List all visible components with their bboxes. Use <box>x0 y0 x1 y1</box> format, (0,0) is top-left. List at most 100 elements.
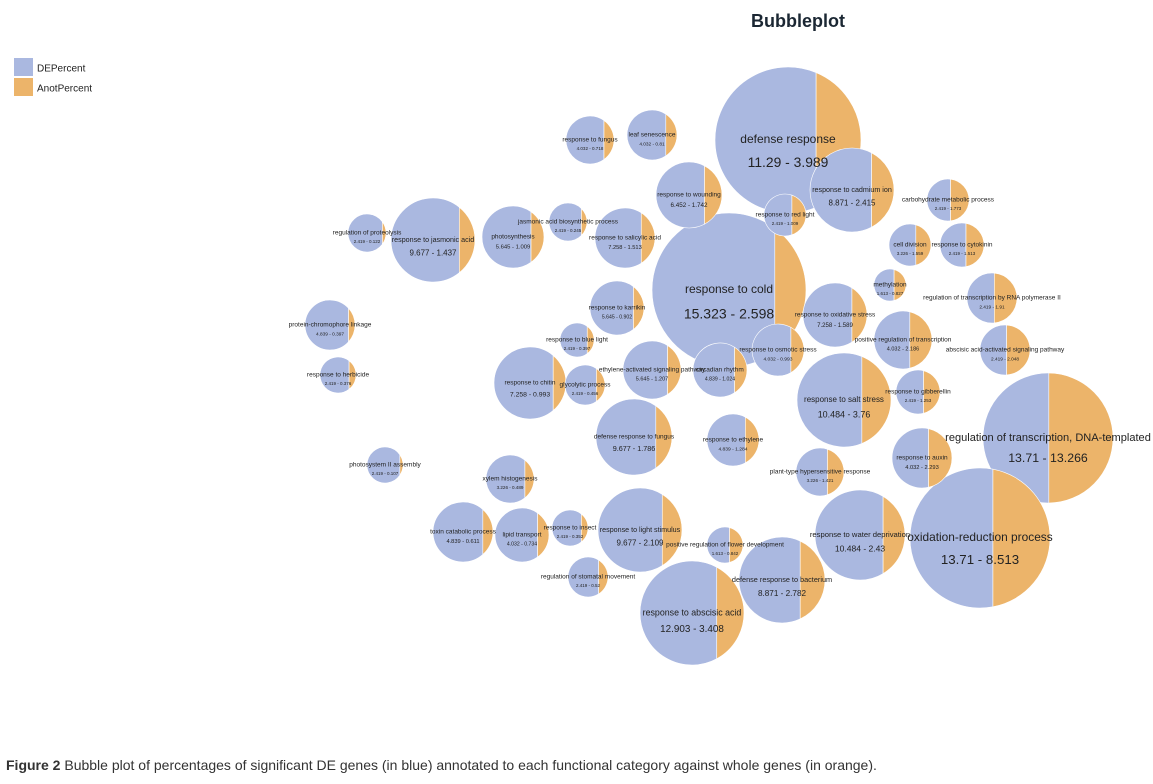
bubble-label: response to fungus <box>562 137 618 144</box>
de-segment <box>567 556 599 598</box>
bubble-label: response to light stimulus <box>600 526 681 534</box>
anot-segment <box>524 459 535 499</box>
bubble-label: response to salt stress <box>804 395 884 404</box>
de-segment <box>390 197 460 283</box>
de-segment <box>366 446 401 484</box>
de-segment <box>622 340 668 400</box>
bubble-label: regulation of transcription, DNA-templat… <box>945 432 1151 444</box>
de-segment <box>559 322 588 358</box>
anot-segment <box>790 326 805 374</box>
de-segment <box>319 356 350 394</box>
de-segment <box>565 115 605 165</box>
anot-segment <box>598 559 609 595</box>
anot-segment <box>581 207 588 237</box>
value-label: 4.032 - 0.993 <box>763 356 792 362</box>
bubble-label: toxin catabolic process <box>430 529 497 536</box>
value-label: 2.419 - 0.245 <box>555 228 582 233</box>
de-segment <box>802 282 853 348</box>
anot-segment <box>640 212 656 264</box>
de-segment <box>304 299 349 351</box>
anot-segment <box>950 178 970 222</box>
value-label: 8.871 - 2.782 <box>758 589 807 598</box>
bubble-label: response to blue light <box>546 337 608 344</box>
chart: Bubbleplot defense response 11.29 - 3.989… <box>14 11 1151 666</box>
anot-segment <box>633 285 645 331</box>
bubble-label: response to gibberellin <box>885 389 951 396</box>
anot-segment <box>994 272 1018 324</box>
de-segment <box>909 467 994 609</box>
value-label: 4.839 - 0.397 <box>316 331 344 337</box>
anot-segment <box>851 287 868 343</box>
value-label: 5.645 - 0.902 <box>602 314 632 320</box>
anot-segment <box>348 360 357 390</box>
anot-segment <box>729 527 744 563</box>
anot-segment <box>882 495 906 575</box>
de-segment <box>493 346 554 420</box>
de-segment <box>738 536 801 624</box>
value-label: 9.677 - 1.786 <box>613 444 656 453</box>
de-segment <box>891 427 929 489</box>
legend-swatch <box>14 58 33 76</box>
value-label: 3.226 - 1.559 <box>897 251 924 256</box>
value-label: 11.29 - 3.989 <box>748 154 829 170</box>
caption: Figure 2 Bubble plot of percentages of s… <box>6 757 877 773</box>
de-segment <box>597 487 663 573</box>
de-segment <box>692 342 735 398</box>
bubble-label: regulation of transcription by RNA polym… <box>923 295 1061 302</box>
value-label: 13.71 - 13.266 <box>1008 451 1088 465</box>
anot-segment <box>923 370 941 414</box>
de-segment <box>795 447 828 497</box>
anot-segment <box>893 269 907 301</box>
anot-segment <box>827 448 845 496</box>
value-label: 2.419 - 0.352 <box>557 534 584 539</box>
value-label: 4.032 - 0.718 <box>577 146 604 151</box>
de-segment <box>494 507 538 563</box>
chart-title: Bubbleplot <box>751 11 845 31</box>
bubble-label: response to cytokinin <box>931 242 992 249</box>
de-segment <box>926 178 951 222</box>
bubble-label: methylation <box>873 282 907 289</box>
legend-label: DEPercent <box>37 64 86 75</box>
de-segment <box>796 352 863 448</box>
anot-segment <box>530 211 545 263</box>
bubble-label: response to salicylic acid <box>589 235 661 242</box>
bubble-label: photosystem II assembly <box>349 462 421 469</box>
de-segment <box>873 310 911 370</box>
value-label: 3.226 - 0.489 <box>497 485 524 490</box>
anot-segment <box>928 428 953 488</box>
value-label: 7.258 - 0.993 <box>510 391 550 398</box>
bubbles: defense response 11.29 - 3.989 response to… <box>289 66 1151 666</box>
bubble-label: positive regulation of transcription <box>855 337 952 344</box>
de-segment <box>763 193 793 237</box>
bubble-label: response to chitin <box>505 380 556 387</box>
bubble-label: response to red light <box>756 212 815 219</box>
anot-segment <box>482 508 494 556</box>
bubble-label: response to water deprivation <box>810 530 910 539</box>
anot-segment <box>655 405 673 469</box>
value-label: 2.419 - 1.91 <box>979 304 1005 310</box>
de-segment <box>594 207 642 269</box>
value-label: 2.419 - 0.122 <box>354 239 381 244</box>
value-label: 8.871 - 2.415 <box>829 199 877 208</box>
value-label: 3.226 - 1.421 <box>807 478 834 483</box>
value-label: 2.419 - 0.376 <box>325 381 352 386</box>
de-segment <box>888 223 917 267</box>
value-label: 2.419 - 1.009 <box>772 221 799 226</box>
de-segment <box>551 509 582 547</box>
anot-segment <box>861 356 892 444</box>
de-segment <box>706 526 730 564</box>
bubble-label: xylem histogenesis <box>483 476 539 483</box>
anot-segment <box>734 346 748 394</box>
legend: DEPercent AnotPercent <box>14 58 92 96</box>
anot-segment <box>871 152 895 228</box>
anot-segment <box>596 367 606 403</box>
value-label: 7.258 - 1.513 <box>608 245 642 251</box>
anot-segment <box>661 493 683 567</box>
de-segment <box>939 222 967 268</box>
value-label: 1.613 - 0.842 <box>712 551 739 556</box>
de-segment <box>347 213 383 253</box>
de-segment <box>626 109 667 161</box>
bubble-label: circadian rhythm <box>696 367 744 374</box>
value-label: 9.677 - 1.437 <box>410 249 458 258</box>
bubble-label: plant-type hypersensitive response <box>770 469 871 476</box>
